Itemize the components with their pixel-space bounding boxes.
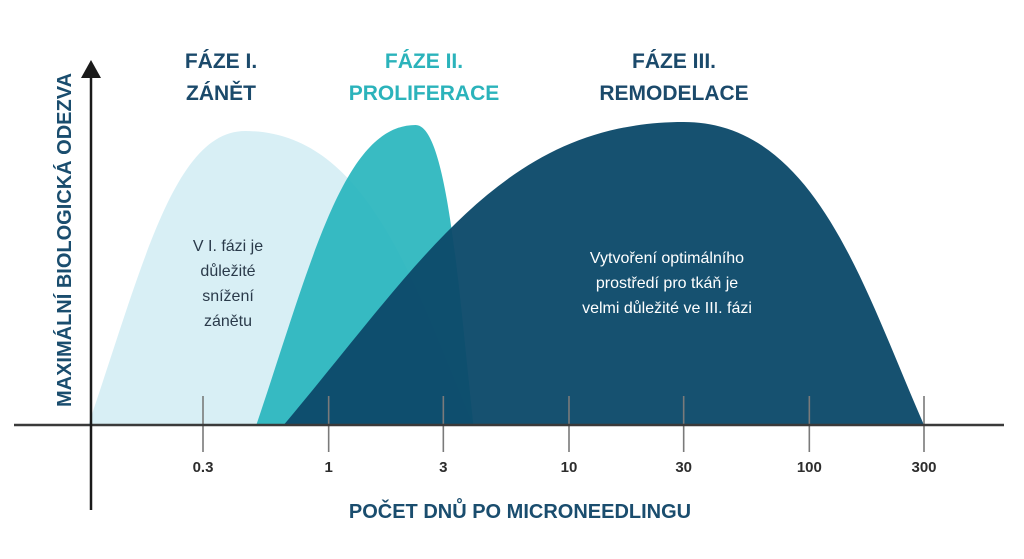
y-axis-title: MAXIMÁLNÍ BIOLOGICKÁ ODEZVA bbox=[53, 73, 76, 407]
x-tick-label: 0.3 bbox=[193, 459, 214, 476]
phase-description-1-line: V I. fázi je bbox=[193, 238, 263, 255]
phase-description-1-line: snížení bbox=[202, 288, 254, 305]
phase-title-1-line-1: FÁZE I. bbox=[185, 50, 257, 73]
phase-title-2-line-2: PROLIFERACE bbox=[349, 82, 500, 105]
x-axis-title: POČET DNŮ PO MICRONEEDLINGU bbox=[349, 497, 691, 523]
phase-description-1-line: důležité bbox=[200, 262, 255, 280]
phase-title-3-line-1: FÁZE III. bbox=[632, 50, 716, 73]
x-tick-label: 3 bbox=[439, 459, 447, 476]
phase-areas bbox=[88, 122, 924, 425]
phase-descriptions: V I. fázi je důležité snížení zánětu Vytvoře… bbox=[193, 238, 752, 330]
phase-title-2-line-1: FÁZE II. bbox=[385, 50, 463, 73]
phase-description-3-line: Vytvoření optimálního bbox=[590, 250, 744, 267]
x-tick-label: 1 bbox=[324, 459, 332, 476]
phase-description-1-line: zánětu bbox=[204, 313, 252, 330]
phase-title-1-line-2: ZÁNĚT bbox=[186, 81, 256, 105]
x-tick-label: 30 bbox=[675, 459, 692, 476]
phase-titles: FÁZE I. ZÁNĚT FÁZE II. PROLIFERACE FÁZE III.… bbox=[185, 50, 749, 105]
x-tick-label: 10 bbox=[561, 459, 578, 476]
y-axis-arrow-icon bbox=[81, 60, 101, 78]
x-tick-labels: 0.3 1 3 10 30 100 300 bbox=[193, 459, 937, 476]
x-tick-label: 300 bbox=[911, 459, 936, 476]
phase-description-3-line: prostředí pro tkáň je bbox=[596, 275, 738, 292]
x-tick-label: 100 bbox=[797, 459, 822, 476]
phase-area-3 bbox=[283, 122, 924, 425]
phase-description-3-line: velmi důležité ve III. fázi bbox=[582, 299, 752, 317]
phase-title-3-line-2: REMODELACE bbox=[599, 82, 748, 105]
